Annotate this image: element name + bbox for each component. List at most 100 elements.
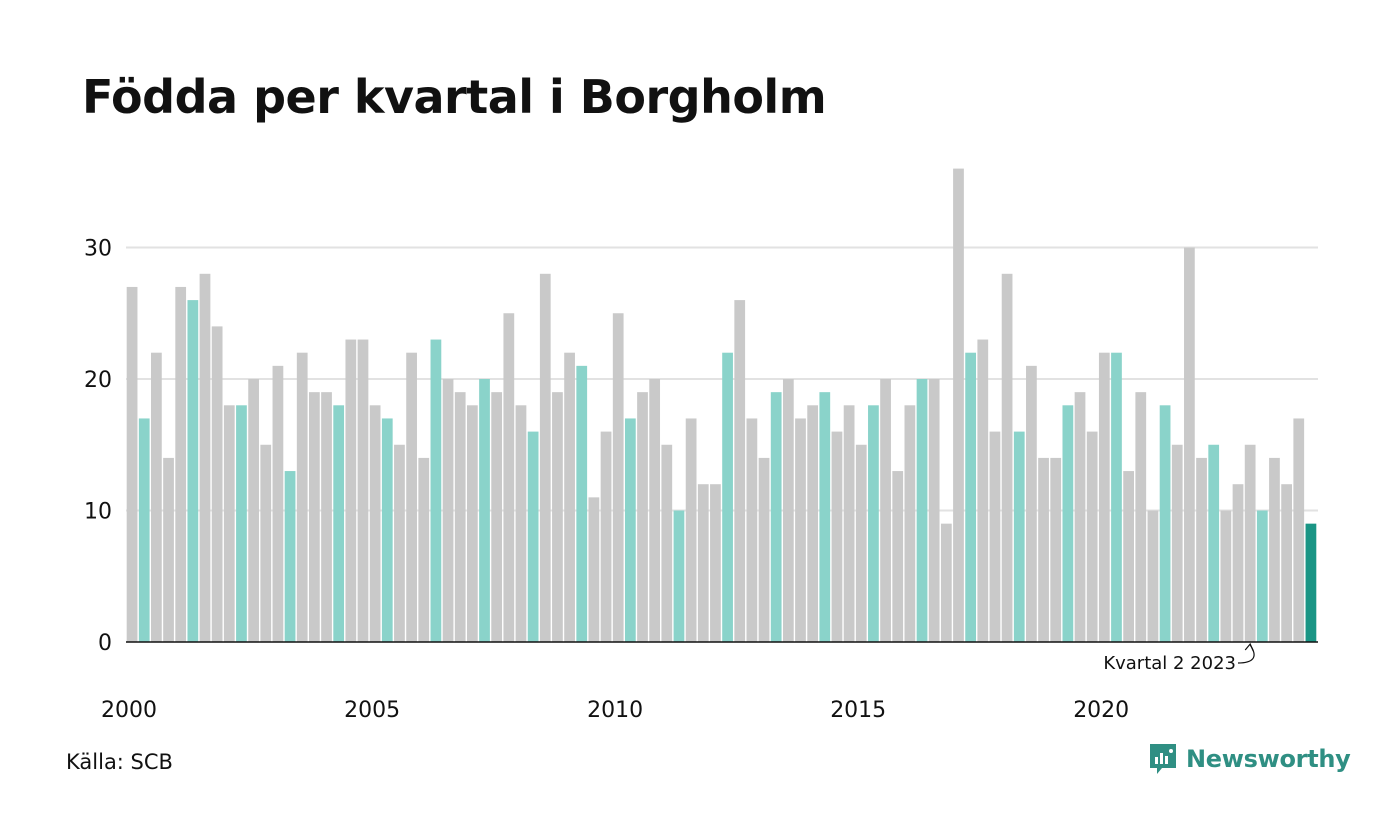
bar-2012-q1 [710,484,721,642]
bar-2006-q1 [418,457,430,642]
bar-2011-q3 [685,418,697,642]
bar-2020-q3 [1123,471,1134,642]
bar-2001-q1 [175,286,187,642]
bar-2006-q4 [454,392,466,642]
bar-2023-q3 [1269,457,1280,642]
newsworthy-logo: Newsworthy [1148,742,1351,776]
bar-2006-q3 [442,379,454,642]
bar-2005-q4 [406,352,417,642]
y-axis-ticks: 0 10 20 30 [84,237,112,657]
bar-2009-q1 [564,352,575,642]
bar-2008-q2 [527,431,539,642]
x-tick-label: 2015 [830,698,886,723]
bar-2005-q1 [369,405,381,642]
bar-2011-q4 [697,484,709,642]
bar-2019-q2 [1062,405,1074,642]
bar-2001-q3 [199,273,211,642]
bar-2015-q1 [855,444,867,642]
y-tick-label: 0 [98,631,112,656]
bar-2003-q4 [309,392,320,642]
bar-2018-q2 [1013,431,1025,642]
bar-2013-q1 [758,457,770,642]
bar-2017-q1 [953,168,964,642]
bar-2014-q1 [807,405,819,642]
bars [126,168,1317,642]
bar-2000-q2 [138,418,150,642]
y-tick-label: 10 [84,500,112,525]
bar-2010-q2 [624,418,636,642]
bar-2016-q3 [928,379,940,642]
bar-2019-q3 [1074,392,1086,642]
bar-2019-q1 [1050,457,1062,642]
annotation: Kvartal 2 2023 [1103,642,1255,674]
bar-2008-q3 [539,273,551,642]
bar-2021-q3 [1171,444,1183,642]
bar-2008-q4 [552,392,563,642]
bar-2016-q4 [940,523,952,642]
bar-2005-q2 [381,418,393,642]
bar-2023-q4 [1281,484,1292,642]
bar-2022-q3 [1220,510,1232,642]
bar-2023-q2 [1256,510,1268,642]
x-axis-ticks: 2000 2005 2010 2015 2020 [101,698,1129,723]
newsworthy-logo-icon [1150,744,1176,774]
bar-2018-q4 [1038,457,1049,642]
bar-2015-q2 [868,405,879,642]
bar-2016-q1 [904,405,916,642]
y-tick-label: 20 [84,368,112,393]
bar-2007-q4 [503,313,515,642]
x-tick-label: 2020 [1073,698,1129,723]
bar-2002-q4 [260,444,272,642]
brand-name: Newsworthy [1186,745,1351,773]
bar-2014-q4 [843,405,855,642]
bar-2001-q4 [211,326,223,642]
x-tick-label: 2000 [101,698,157,723]
bar-2022-q4 [1232,484,1244,642]
x-tick-label: 2005 [344,698,400,723]
bar-2011-q1 [661,444,673,642]
bar-2003-q1 [272,365,284,642]
x-tick-label: 2010 [587,698,643,723]
bar-2018-q1 [1001,273,1013,642]
bar-2002-q3 [248,379,259,642]
bar-2010-q4 [649,379,661,642]
bar-2011-q2 [673,510,685,642]
bar-2021-q2 [1159,405,1171,642]
bar-2015-q3 [880,379,891,642]
bar-2000-q4 [163,457,174,642]
bar-2013-q2 [770,392,782,642]
chart-title: Födda per kvartal i Borgholm [82,70,827,124]
bar-2016-q2 [916,379,928,642]
bar-2020-q1 [1098,352,1110,642]
bar-2001-q2 [187,300,199,642]
y-tick-label: 30 [84,237,112,262]
bar-2024-q2 [1305,523,1317,642]
bar-2009-q4 [600,431,612,642]
bar-2007-q1 [466,405,478,642]
bar-2021-q4 [1184,247,1195,642]
bar-2023-q1 [1244,444,1256,642]
bar-2013-q3 [782,379,794,642]
bar-2012-q2 [722,352,733,642]
bar-2020-q2 [1111,352,1122,642]
source-label: Källa: SCB [66,750,173,774]
bar-2017-q4 [989,431,1001,642]
bar-2020-q4 [1135,392,1147,642]
bar-2012-q4 [746,418,758,642]
bar-2014-q3 [831,431,843,642]
annotation-label: Kvartal 2 2023 [1103,653,1236,674]
bar-2018-q3 [1026,365,1037,642]
bar-2019-q4 [1086,431,1098,642]
bar-2004-q3 [345,339,357,642]
bar-2008-q1 [515,405,527,642]
bar-2004-q2 [333,405,345,642]
bar-2003-q3 [296,352,308,642]
bar-2002-q2 [236,405,247,642]
bar-2014-q2 [819,392,831,642]
bar-2017-q3 [977,339,989,642]
bar-2003-q2 [284,471,296,642]
bar-2012-q3 [734,300,746,642]
bar-2004-q4 [357,339,369,642]
bar-2022-q2 [1208,444,1220,642]
bar-2000-q3 [151,352,162,642]
